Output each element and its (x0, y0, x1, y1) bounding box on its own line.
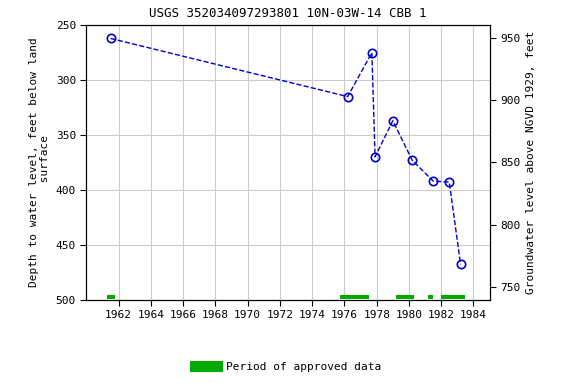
Legend: Period of approved data: Period of approved data (191, 358, 385, 376)
Bar (396, 295, 414, 299)
Bar (441, 295, 465, 299)
Bar (107, 295, 115, 299)
Y-axis label: Depth to water level, feet below land
 surface: Depth to water level, feet below land su… (29, 38, 50, 287)
Y-axis label: Groundwater level above NGVD 1929, feet: Groundwater level above NGVD 1929, feet (526, 31, 536, 294)
Bar (429, 295, 433, 299)
Bar (340, 295, 369, 299)
Title: USGS 352034097293801 10N-03W-14 CBB 1: USGS 352034097293801 10N-03W-14 CBB 1 (149, 7, 427, 20)
